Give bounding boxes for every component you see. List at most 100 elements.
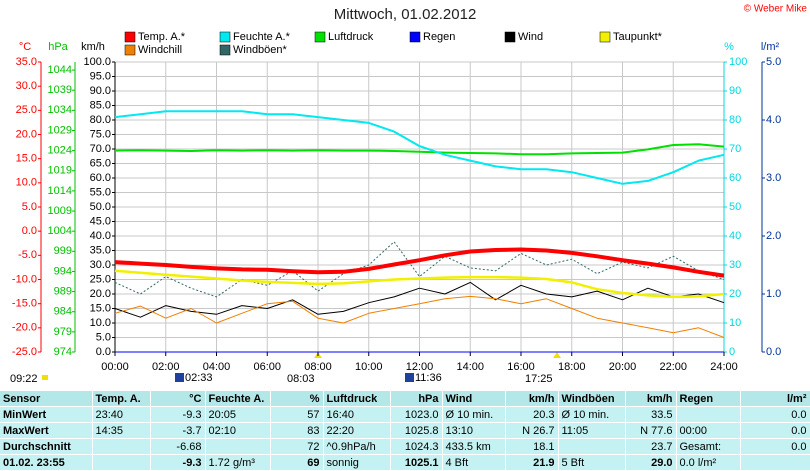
y-tick-label: 979	[54, 326, 72, 338]
table-cell: 01.02. 23:55	[0, 454, 93, 471]
y-tick-label: 75.0	[90, 128, 111, 140]
y-tick-label: 1009	[48, 205, 72, 217]
legend-label: Windchill	[138, 44, 182, 56]
x-tick-label: 24:00	[710, 361, 738, 373]
legend-swatch	[219, 44, 231, 56]
table-cell: 00:00	[676, 422, 741, 439]
table-cell: Gesamt:	[676, 438, 741, 455]
table-cell: Durchschnitt	[0, 438, 93, 455]
axis-unit: km/h	[81, 41, 105, 53]
summary-table: Sensor Temp. A. °C Feuchte A.% Luftdruck hPa W…	[0, 391, 810, 471]
x-tick-label: 12:00	[406, 361, 434, 373]
table-cell: 72	[270, 438, 324, 455]
table-cell: Feuchte A.	[205, 391, 271, 407]
table-cell: 0.0 l/m²	[676, 454, 741, 471]
table-cell: 29.0	[625, 454, 677, 471]
y-tick-label: 994	[54, 265, 72, 277]
legend-label: Regen	[423, 31, 455, 43]
legend-label: Taupunkt*	[613, 31, 663, 43]
table-cell: 14:35	[92, 422, 151, 439]
y-tick-label: 60.0	[90, 172, 111, 184]
y-tick-label: 1024	[48, 145, 72, 157]
y-tick-label: 2.0	[766, 230, 781, 242]
y-tick-label: 40	[729, 230, 741, 242]
copyright: © Weber Mike	[744, 4, 808, 15]
table-cell: ^0.9hPa/h	[323, 438, 391, 455]
y-tick-label: -20.0	[12, 322, 37, 334]
table-cell: 20.3	[505, 406, 559, 423]
table-cell: -9.3	[150, 454, 206, 471]
event-label: 11:36	[415, 372, 442, 384]
axis-unit: l/m²	[761, 41, 780, 53]
moon-icon	[175, 373, 184, 382]
y-tick-label: 1004	[48, 225, 72, 237]
y-tick-label: 974	[54, 346, 72, 358]
y-tick-label: 4.0	[766, 114, 781, 126]
series-line	[114, 143, 725, 156]
y-tick-label: 15.0	[90, 302, 111, 314]
y-tick-label: 3.0	[766, 172, 781, 184]
y-tick-label: 20	[729, 288, 741, 300]
table-cell: 0.0	[740, 422, 810, 439]
sunset-marker	[553, 352, 561, 358]
y-tick-label: 30.0	[90, 259, 111, 271]
y-tick-label: 1019	[48, 165, 72, 177]
table-cell: 11:05	[558, 422, 626, 439]
y-tick-label: 15.0	[16, 153, 37, 165]
x-tick-label: 18:00	[558, 361, 586, 373]
x-tick-label: 06:00	[253, 361, 281, 373]
chart-title: Mittwoch, 01.02.2012	[334, 6, 477, 23]
table-cell: 13:10	[442, 422, 506, 439]
table-cell: 0.0	[740, 406, 810, 423]
y-tick-label: 5.0	[22, 201, 37, 213]
legend-swatch	[599, 31, 611, 43]
table-cell: %	[270, 391, 324, 407]
sun-icon	[42, 375, 48, 380]
y-tick-label: 65.0	[90, 157, 111, 169]
y-tick-label: 80	[729, 114, 741, 126]
table-cell: 1025.8	[390, 422, 443, 439]
table-cell: 4 Bft	[442, 454, 506, 471]
table-cell: 1024.3	[390, 438, 443, 455]
table-cell: 1.72 g/m³	[205, 454, 271, 471]
table-cell: 33.5	[625, 406, 677, 423]
table-cell: sonnig	[323, 454, 391, 471]
y-tick-label: 50	[729, 201, 741, 213]
table-cell	[558, 438, 626, 455]
table-cell: N 26.7	[505, 422, 559, 439]
y-tick-label: 10.0	[90, 317, 111, 329]
table-cell: 20:05	[205, 406, 271, 423]
y-tick-label: 70.0	[90, 143, 111, 155]
x-tick-label: 16:00	[507, 361, 535, 373]
table-cell: MaxWert	[0, 422, 93, 439]
x-tick-label: 02:00	[152, 361, 180, 373]
table-cell: hPa	[390, 391, 443, 407]
table-row: MaxWert 14:35 -3.7 02:10 83 22:20 1025.8 13:10 N…	[0, 422, 810, 439]
y-tick-label: 100.0	[83, 56, 111, 68]
table-cell: l/m²	[740, 391, 810, 407]
table-row: 01.02. 23:55 -9.3 1.72 g/m³ 69 sonnig 1025.1 4…	[0, 454, 810, 471]
table-cell: N 77.6	[625, 422, 677, 439]
table-row: Sensor Temp. A. °C Feuchte A.% Luftdruck hPa W…	[0, 391, 810, 407]
table-cell: 1023.0	[390, 406, 443, 423]
y-tick-label: 25.0	[90, 273, 111, 285]
legend-swatch	[124, 31, 136, 43]
y-tick-label: -5.0	[18, 249, 37, 261]
x-tick-label: 08:00	[304, 361, 332, 373]
y-tick-label: 1014	[48, 185, 72, 197]
series-line	[114, 241, 725, 298]
y-tick-label: 35.0	[16, 56, 37, 68]
x-tick-label: 10:00	[355, 361, 383, 373]
y-tick-label: 30.0	[16, 80, 37, 92]
y-tick-label: 85.0	[90, 99, 111, 111]
legend-label: Temp. A.*	[138, 31, 186, 43]
y-tick-label: 80.0	[90, 114, 111, 126]
table-cell: MinWert	[0, 406, 93, 423]
y-tick-label: 35.0	[90, 244, 111, 256]
table-cell	[205, 438, 271, 455]
y-tick-label: 0.0	[22, 225, 37, 237]
table-cell: -3.7	[150, 422, 206, 439]
table-cell: 18.1	[505, 438, 559, 455]
table-cell: 23.7	[625, 438, 677, 455]
